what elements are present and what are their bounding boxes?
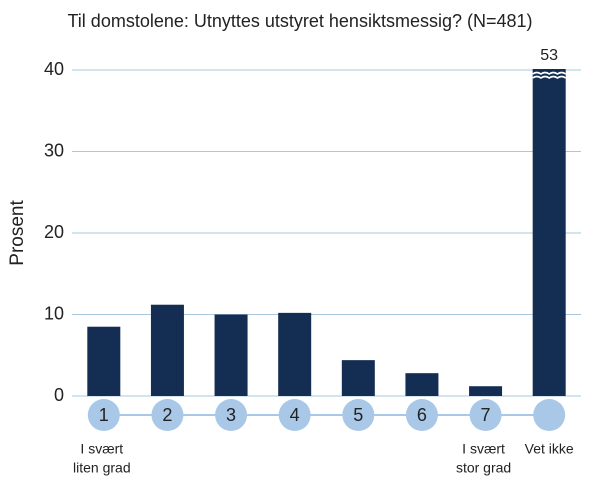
x-tick-label: 5 [353,405,363,425]
scale-marker [533,399,566,431]
x-tick-label: 6 [417,405,427,425]
scale-marker [469,399,502,431]
axis-break [532,71,567,75]
y-tick-label: 40 [44,59,64,79]
scale-marker [151,399,184,431]
y-tick-label: 20 [44,222,64,242]
bar [341,360,375,396]
scale-marker [278,399,311,431]
category-note: I svært [80,441,123,457]
x-tick-label: 7 [481,405,491,425]
bar [532,69,566,396]
bar [405,373,439,396]
category-note: liten grad [73,460,131,476]
y-tick-label: 0 [54,385,64,405]
category-note: stor grad [456,460,511,476]
bar [87,326,121,396]
x-tick-label: 4 [290,405,300,425]
data-label: 53 [540,47,558,64]
category-note: Vet ikke [525,441,574,457]
x-tick-label: 1 [99,405,109,425]
bar [278,312,312,396]
x-tick-label: 3 [226,405,236,425]
axis-break [532,75,567,79]
y-tick-label: 30 [44,140,64,160]
y-tick-label: 10 [44,303,64,323]
bar [469,386,503,396]
y-axis-label: Prosent [7,200,28,266]
scale-marker [342,399,375,431]
x-tick-label: 2 [162,405,172,425]
chart-title: Til domstolene: Utnyttes utstyret hensik… [67,11,532,31]
scale-marker [405,399,438,431]
bar [150,304,184,396]
scale-marker [215,399,248,431]
bar [214,314,248,396]
scale-marker [87,399,120,431]
category-note: I svært [462,441,505,457]
